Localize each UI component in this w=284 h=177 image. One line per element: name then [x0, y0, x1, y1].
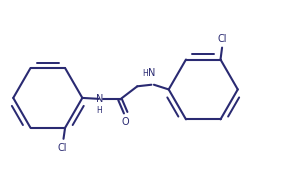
Text: Cl: Cl	[217, 35, 227, 44]
Text: N: N	[148, 68, 155, 78]
Text: H: H	[142, 69, 148, 78]
Text: O: O	[122, 117, 130, 127]
Text: H: H	[97, 106, 103, 115]
Text: N: N	[96, 95, 103, 104]
Text: Cl: Cl	[57, 143, 67, 153]
